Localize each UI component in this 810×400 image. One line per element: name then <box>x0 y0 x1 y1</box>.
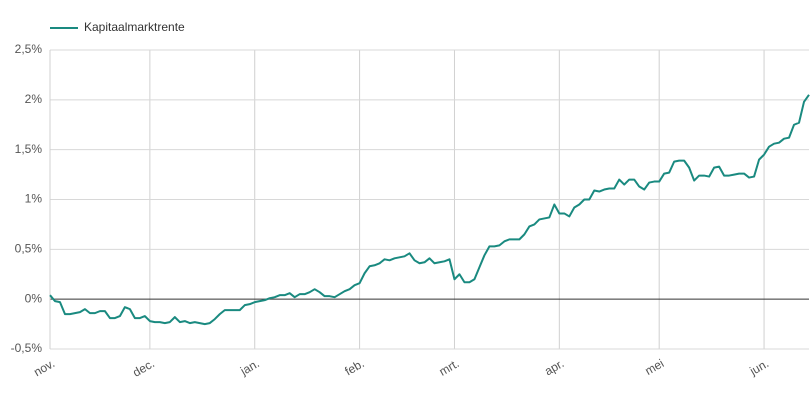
x-tick-label: jan. <box>237 356 262 378</box>
x-tick-label: mei <box>643 356 667 378</box>
x-tick-label: mrt. <box>437 356 462 378</box>
y-tick-label: 2% <box>25 92 43 106</box>
y-tick-label: -0,5% <box>11 341 43 355</box>
y-tick-label: 1,5% <box>15 142 43 156</box>
y-tick-label: 0% <box>25 291 43 305</box>
line <box>49 94 810 326</box>
x-tick-label: nov. <box>31 356 57 379</box>
legend-label: Kapitaalmarktrente <box>84 20 185 34</box>
x-tick-label: dec. <box>130 356 157 379</box>
x-tick-label: feb. <box>342 356 366 378</box>
y-tick-label: 2,5% <box>15 42 43 56</box>
x-tick-label: jun. <box>747 356 772 378</box>
y-tick-label: 1% <box>25 192 43 206</box>
x-tick-label: apr. <box>542 356 566 378</box>
y-tick-label: 0,5% <box>15 242 43 256</box>
